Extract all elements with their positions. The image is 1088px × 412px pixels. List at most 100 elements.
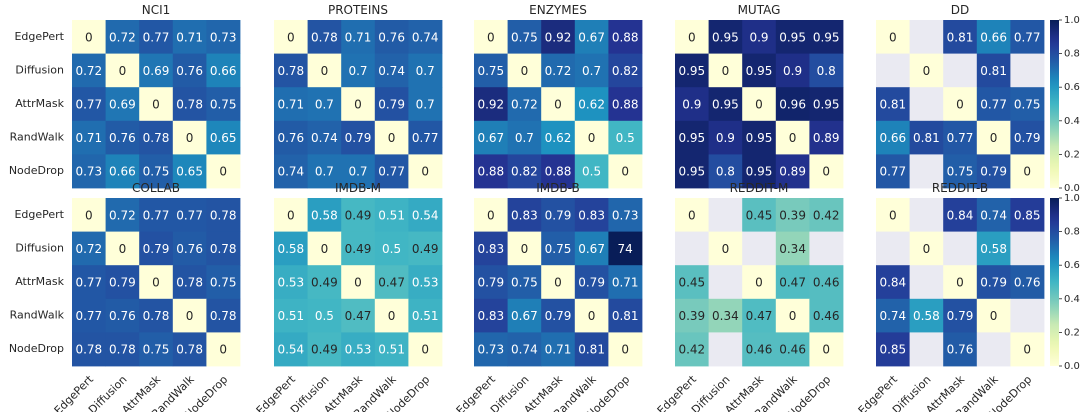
heatmap-cell — [742, 120, 777, 155]
cell-value-label: 0.77 — [1014, 30, 1041, 44]
heatmap-cell — [341, 20, 376, 54]
cell-value-label: 0 — [889, 208, 897, 222]
cell-value-label: 0 — [354, 98, 362, 112]
heatmap-cell — [206, 332, 241, 367]
heatmap-cell — [1010, 20, 1045, 54]
heatmap-cell — [574, 20, 609, 54]
heatmap-cell — [206, 298, 241, 333]
cell-value-label: 0.76 — [109, 309, 136, 323]
cell-value-label: 0.76 — [947, 343, 974, 357]
cell-value-label: 0.83 — [477, 309, 504, 323]
heatmap-cell — [742, 20, 777, 54]
cell-value-label: 0.74 — [412, 30, 439, 44]
heatmap-cell — [172, 298, 207, 333]
heatmap-cell — [976, 53, 1011, 88]
heatmap-cell — [307, 332, 342, 367]
heatmap-cell — [374, 298, 409, 333]
heatmap-cell — [408, 332, 443, 367]
heatmap-cell — [876, 87, 910, 122]
cell-value-label: 0.95 — [712, 30, 739, 44]
colorbar-tick-label: 0.4 — [1064, 294, 1080, 305]
heatmap-cell — [909, 198, 944, 232]
heatmap-cell — [876, 198, 910, 232]
heatmap-cell — [775, 120, 810, 155]
cell-value-label: 0.96 — [779, 98, 806, 112]
heatmap-cell — [809, 20, 844, 54]
cell-value-label: 0.77 — [176, 208, 203, 222]
heatmap-cell — [474, 154, 508, 189]
heatmap-cell — [206, 154, 241, 189]
cell-value-label: 0.81 — [947, 30, 974, 44]
heatmap-cell — [608, 20, 643, 54]
panel-title: PROTEINS — [328, 3, 388, 17]
heatmap-cell — [408, 198, 443, 232]
cell-value-label: 0.77 — [980, 98, 1007, 112]
cell-value-label: 0.5 — [382, 242, 401, 256]
heatmap-cell — [408, 53, 443, 88]
cell-value-label: 0.79 — [980, 165, 1007, 179]
heatmap-cell — [408, 87, 443, 122]
heatmap-cell — [72, 198, 106, 232]
heatmap-cell — [1010, 87, 1045, 122]
cell-value-label: 0 — [354, 276, 362, 290]
heatmap-cell — [742, 265, 777, 300]
cell-value-label: 0.42 — [678, 343, 705, 357]
cell-value-label: 0.71 — [75, 131, 102, 145]
heatmap-cell — [507, 87, 542, 122]
cell-value-label: 0.78 — [143, 309, 170, 323]
heatmap-cell — [474, 87, 508, 122]
cell-value-label: 0.75 — [477, 64, 504, 78]
heatmap-cell — [105, 120, 140, 155]
heatmap-cell — [105, 332, 140, 367]
cell-value-label: 0.73 — [75, 165, 102, 179]
cell-value-label: 0 — [521, 64, 529, 78]
heatmap-cell — [172, 231, 207, 266]
cell-value-label: 0.92 — [477, 98, 504, 112]
panel-title: ENZYMES — [529, 3, 587, 17]
cell-value-label: 0.95 — [712, 98, 739, 112]
panel-title: REDDIT-M — [730, 181, 789, 195]
heatmap-cell — [541, 53, 576, 88]
cell-value-label: 0.42 — [813, 208, 840, 222]
cell-value-label: 0.46 — [813, 309, 840, 323]
panel-title: REDDIT-B — [932, 181, 988, 195]
heatmap-cell — [608, 298, 643, 333]
cell-value-label: 0 — [688, 208, 696, 222]
cell-value-label: 0.5 — [616, 131, 635, 145]
heatmap-cell — [206, 198, 241, 232]
y-tick-label: NodeDrop — [9, 164, 64, 177]
cell-value-label: 0.9 — [716, 131, 735, 145]
heatmap-cell — [608, 87, 643, 122]
cell-value-label: 0 — [990, 309, 998, 323]
cell-value-label: 0.9 — [749, 30, 768, 44]
heatmap-panel: IMDB-M 0 0.58 0.49 0.51 0.54 0.58 0 0.49 0.5 0.49 0… — [254, 181, 443, 412]
cell-value-label: 0 — [321, 64, 329, 78]
heatmap-cell — [274, 154, 308, 189]
heatmap-cell — [809, 231, 844, 266]
colorbar — [1050, 198, 1059, 366]
heatmap-cell — [574, 154, 609, 189]
cell-value-label: 0 — [990, 131, 998, 145]
heatmap-cell — [274, 298, 308, 333]
cell-value-label: 0 — [923, 242, 931, 256]
heatmap-panel: DD 0 0.81 0.66 0.77 0 0.81 0.81 0 0.77 0.75 0.66 0.8… — [876, 3, 1080, 194]
colorbar-tick-label: 0.2 — [1064, 149, 1080, 160]
cell-value-label: 0.78 — [311, 30, 338, 44]
heatmap-cell — [675, 120, 709, 155]
cell-value-label: 0.77 — [378, 165, 405, 179]
cell-value-label: 0 — [521, 242, 529, 256]
heatmap-cell — [307, 198, 342, 232]
cell-value-label: 0.83 — [511, 208, 538, 222]
heatmap-cell — [574, 120, 609, 155]
heatmap-cell — [708, 53, 743, 88]
heatmap-cell — [72, 53, 106, 88]
cell-value-label: 0 — [287, 30, 295, 44]
cell-value-label: 0.73 — [477, 343, 504, 357]
y-tick-label: Diffusion — [15, 241, 64, 254]
heatmap-cell — [909, 231, 944, 266]
cell-value-label: 0 — [956, 276, 964, 290]
cell-value-label: 0 — [219, 165, 227, 179]
heatmap-cell — [574, 53, 609, 88]
heatmap-cell — [809, 332, 844, 367]
cell-value-label: 0.77 — [947, 131, 974, 145]
